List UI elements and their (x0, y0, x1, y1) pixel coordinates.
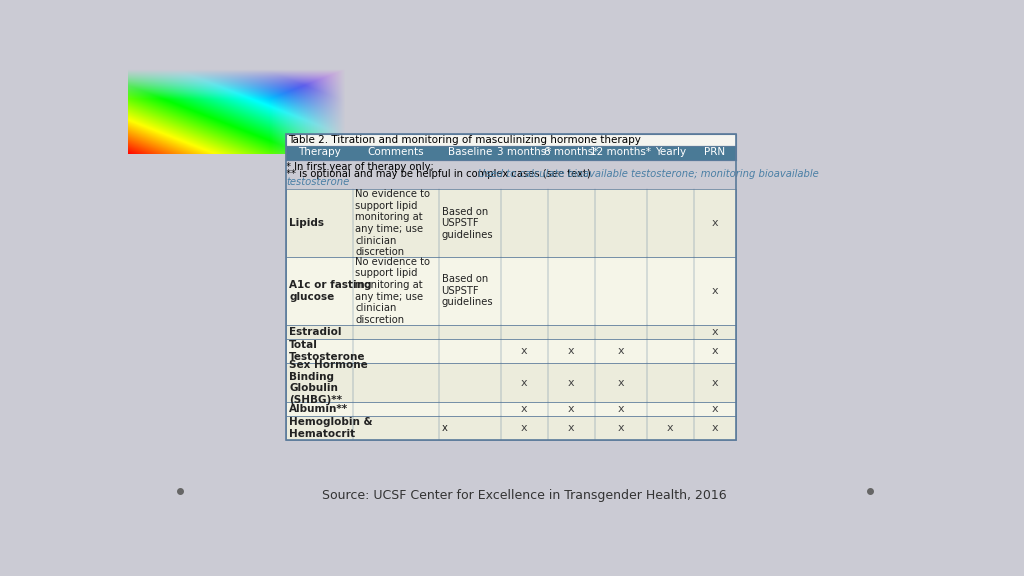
Bar (286, 190, 735, 257)
Text: Total
Testosterone: Total Testosterone (289, 340, 366, 362)
Text: Used to calculate bioavailable testosterone; monitoring bioavailable: Used to calculate bioavailable testoster… (478, 169, 819, 179)
Text: 3 months*: 3 months* (498, 147, 552, 157)
Text: * In first year of therapy only;: * In first year of therapy only; (286, 161, 434, 172)
Bar (286, 257, 735, 325)
Bar (286, 325, 735, 339)
Bar (286, 363, 735, 402)
Text: x: x (617, 404, 624, 414)
Text: Yearly: Yearly (654, 147, 686, 157)
Bar (286, 134, 735, 146)
Text: x: x (521, 377, 527, 388)
Text: x: x (712, 377, 718, 388)
Text: x: x (521, 423, 527, 433)
Text: Therapy: Therapy (298, 147, 341, 157)
Text: x: x (667, 423, 674, 433)
Text: x: x (568, 377, 574, 388)
Text: x: x (617, 423, 624, 433)
Text: PRN: PRN (705, 147, 725, 157)
Text: No evidence to
support lipid
monitoring at
any time; use
clinician
discretion: No evidence to support lipid monitoring … (355, 257, 430, 325)
Text: x: x (568, 404, 574, 414)
Text: 6 months*: 6 months* (544, 147, 599, 157)
Text: x: x (521, 404, 527, 414)
Text: Source: UCSF Center for Excellence in Transgender Health, 2016: Source: UCSF Center for Excellence in Tr… (323, 489, 727, 502)
Text: Sex Hormone
Binding
Globulin
(SHBG)**: Sex Hormone Binding Globulin (SHBG)** (289, 360, 368, 405)
Text: Based on
USPSTF
guidelines: Based on USPSTF guidelines (441, 274, 494, 308)
Text: x: x (568, 423, 574, 433)
Text: testosterone: testosterone (286, 177, 349, 187)
Text: x: x (568, 346, 574, 356)
Bar (286, 402, 735, 416)
Text: Comments: Comments (368, 147, 424, 157)
Text: x: x (521, 346, 527, 356)
Text: Table 2. Titration and monitoring of masculinizing hormone therapy: Table 2. Titration and monitoring of mas… (289, 135, 641, 145)
Text: x: x (712, 404, 718, 414)
Bar (286, 339, 735, 363)
Text: x: x (712, 218, 718, 228)
Text: x: x (712, 286, 718, 296)
Text: Estradiol: Estradiol (289, 327, 342, 337)
Text: ** is optional and may be helpful in complex cases (see text): ** is optional and may be helpful in com… (286, 169, 594, 179)
Text: x: x (712, 346, 718, 356)
Text: Based on
USPSTF
guidelines: Based on USPSTF guidelines (441, 207, 494, 240)
Text: 12 months*: 12 months* (590, 147, 651, 157)
Text: x: x (441, 423, 447, 433)
Text: A1c or fasting
glucose: A1c or fasting glucose (289, 280, 372, 302)
Text: x: x (712, 423, 718, 433)
Text: x: x (617, 346, 624, 356)
Text: Hemoglobin &
Hematocrit: Hemoglobin & Hematocrit (289, 417, 373, 439)
Bar (286, 160, 735, 190)
Text: x: x (712, 327, 718, 337)
Bar (286, 146, 735, 160)
Text: Baseline: Baseline (447, 147, 493, 157)
Bar (286, 416, 735, 440)
Text: Albumin**: Albumin** (289, 404, 348, 414)
Bar (286, 134, 735, 440)
Text: Lipids: Lipids (289, 218, 325, 228)
Text: No evidence to
support lipid
monitoring at
any time; use
clinician
discretion: No evidence to support lipid monitoring … (355, 189, 430, 257)
Text: x: x (617, 377, 624, 388)
